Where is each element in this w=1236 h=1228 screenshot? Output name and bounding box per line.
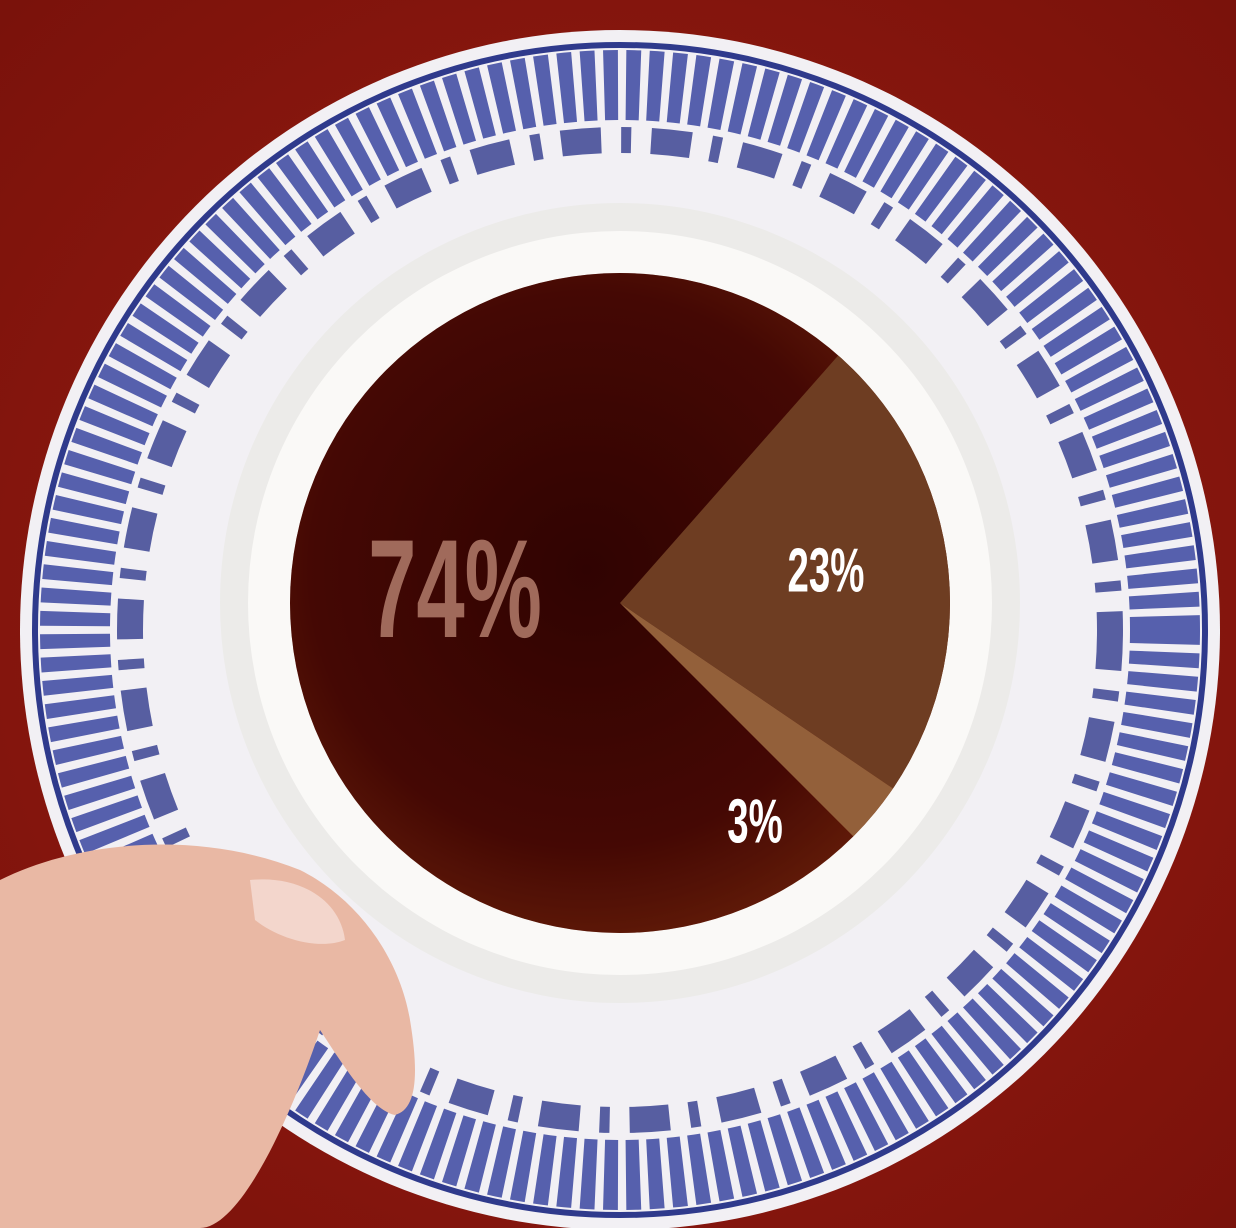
labels: 74% 23% 3%: [368, 511, 864, 856]
saucer-pattern: [40, 50, 1200, 1210]
pie-slice: [290, 273, 889, 933]
pie: [290, 273, 950, 933]
fingernail: [250, 879, 345, 944]
pie-slice: [620, 603, 935, 872]
value-label: 74%: [368, 511, 542, 667]
saucer-rim: [32, 42, 1208, 1218]
value-label: 23%: [788, 535, 865, 605]
saucer-pattern-inner: [117, 127, 1123, 1133]
pie-slice: [620, 317, 950, 817]
value-label: 3%: [727, 786, 783, 856]
